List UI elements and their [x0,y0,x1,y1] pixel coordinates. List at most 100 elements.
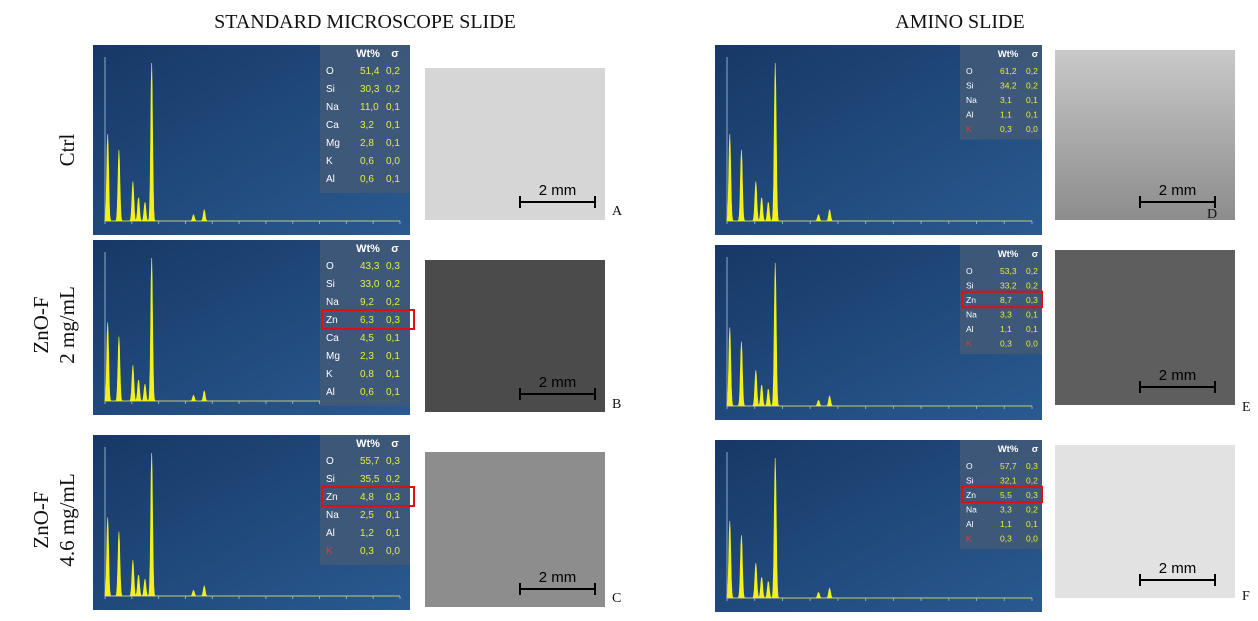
scale-label: 2 mm [1159,367,1197,384]
wt-percent: 51,4 [360,66,380,77]
table-header: σ [1032,444,1039,455]
wt-percent: 2,8 [360,138,374,149]
wt-percent: 33,0 [360,279,380,290]
element-name: Al [326,387,335,398]
element-name: Na [966,310,977,320]
table-header: σ [391,243,399,255]
wt-percent: 2,5 [360,510,374,521]
sigma: 0,3 [1026,461,1038,471]
table-header: σ [1032,249,1039,260]
panel-letter: B [612,397,621,412]
table-background [960,245,1042,354]
element-name: Ca [326,120,339,131]
element-name: Si [326,279,335,290]
wt-percent: 34,2 [1000,81,1017,91]
element-name: K [966,339,972,349]
element-name: Al [326,528,335,539]
highlight-box [961,290,1043,309]
eds-spectrum: Wt% σ O 55,7 0,3 Si 35,5 0,2 Zn 4,8 0,3 Na 2,5 0,1 Al 1… [93,435,415,610]
sigma: 0,2 [386,66,400,77]
sigma: 0,0 [1026,124,1038,134]
wt-percent: 6,3 [360,315,374,326]
spectrum-peaks [726,62,1032,222]
sigma: 0,2 [1026,281,1038,291]
wt-percent: 1,1 [1000,110,1012,120]
table-header: Wt% [998,249,1019,260]
eds-spectrum: Wt% σ O 57,7 0,3 Si 32,1 0,2 Zn 5,5 0,3 Na 3,3 0,2 Al 1… [715,440,1043,612]
eds-spectrum: Wt% σ O 43,3 0,3 Si 33,0 0,2 Na 9,2 0,2 Zn 6,3 0,3 Ca 4… [93,240,415,415]
row-label: Ctrl [55,134,79,167]
element-name: Si [966,281,974,291]
highlight-box [961,485,1043,504]
sigma: 0,1 [386,387,400,398]
highlight-box [321,486,415,507]
element-name: Zn [326,315,338,326]
sigma: 0,1 [386,351,400,362]
sigma: 0,2 [386,474,400,485]
panel-letter: E [1242,400,1251,415]
table-header: Wt% [356,243,380,255]
table-background [320,435,410,565]
sigma: 0,2 [1026,476,1038,486]
wt-percent: 0,3 [1000,534,1012,544]
sigma: 0,2 [1026,505,1038,515]
element-name: O [966,461,973,471]
panel-letter: C [612,591,621,606]
sem-image [425,260,605,412]
sigma: 0,0 [386,156,400,167]
table-header: Wt% [998,444,1019,455]
sigma: 0,1 [386,120,400,131]
element-name: Si [326,84,335,95]
wt-percent: 1,2 [360,528,374,539]
element-name: Si [326,474,335,485]
wt-percent: 0,3 [360,546,374,557]
wt-percent: 57,7 [1000,461,1017,471]
sigma: 0,1 [386,528,400,539]
element-name: Na [326,297,339,308]
sigma: 0,0 [1026,534,1038,544]
wt-percent: 0,6 [360,156,374,167]
table-header: Wt% [356,438,380,450]
element-name: Si [966,81,974,91]
wt-percent: 35,5 [360,474,380,485]
sigma: 0,1 [1026,110,1038,120]
panel-letter: F [1242,589,1250,604]
element-name: Zn [966,490,976,500]
sigma: 0,3 [1026,490,1038,500]
scale-label: 2 mm [1159,182,1197,199]
wt-percent: 3,1 [1000,95,1012,105]
row-label: 2 mg/mL [55,286,79,364]
eds-spectrum: Wt% σ O 51,4 0,2 Si 30,3 0,2 Na 11,0 0,1 Ca 3,2 0,1 Mg… [93,45,410,235]
element-name: K [326,156,333,167]
sem-image [1055,445,1235,598]
wt-percent: 4,5 [360,333,374,344]
table-header: σ [391,438,399,450]
eds-spectrum: Wt% σ O 53,3 0,2 Si 33,2 0,2 Zn 8,7 0,3 Na 3,3 0,1 Al 1… [715,245,1043,420]
wt-percent: 0,6 [360,387,374,398]
sigma: 0,1 [1026,324,1038,334]
wt-percent: 1,1 [1000,519,1012,529]
scale-label: 2 mm [539,374,577,391]
spectrum-peaks [726,262,1032,407]
element-name: Mg [326,138,340,149]
element-name: O [326,456,334,467]
table-background [320,240,410,406]
sigma: 0,1 [386,138,400,149]
element-name: Mg [326,351,340,362]
sigma: 0,1 [386,333,400,344]
wt-percent: 43,3 [360,261,380,272]
table-background [320,45,410,193]
scale-label: 2 mm [1159,560,1197,577]
panel-letter: D [1207,207,1217,222]
element-name: Na [966,95,977,105]
wt-percent: 3,2 [360,120,374,131]
sigma: 0,3 [386,492,400,503]
element-name: Si [966,476,974,486]
sem-image [425,68,605,220]
table-header: σ [391,48,399,60]
panel-letter: A [612,204,623,219]
sigma: 0,3 [386,315,400,326]
element-name: K [326,369,333,380]
sigma: 0,1 [386,174,400,185]
wt-percent: 55,7 [360,456,380,467]
